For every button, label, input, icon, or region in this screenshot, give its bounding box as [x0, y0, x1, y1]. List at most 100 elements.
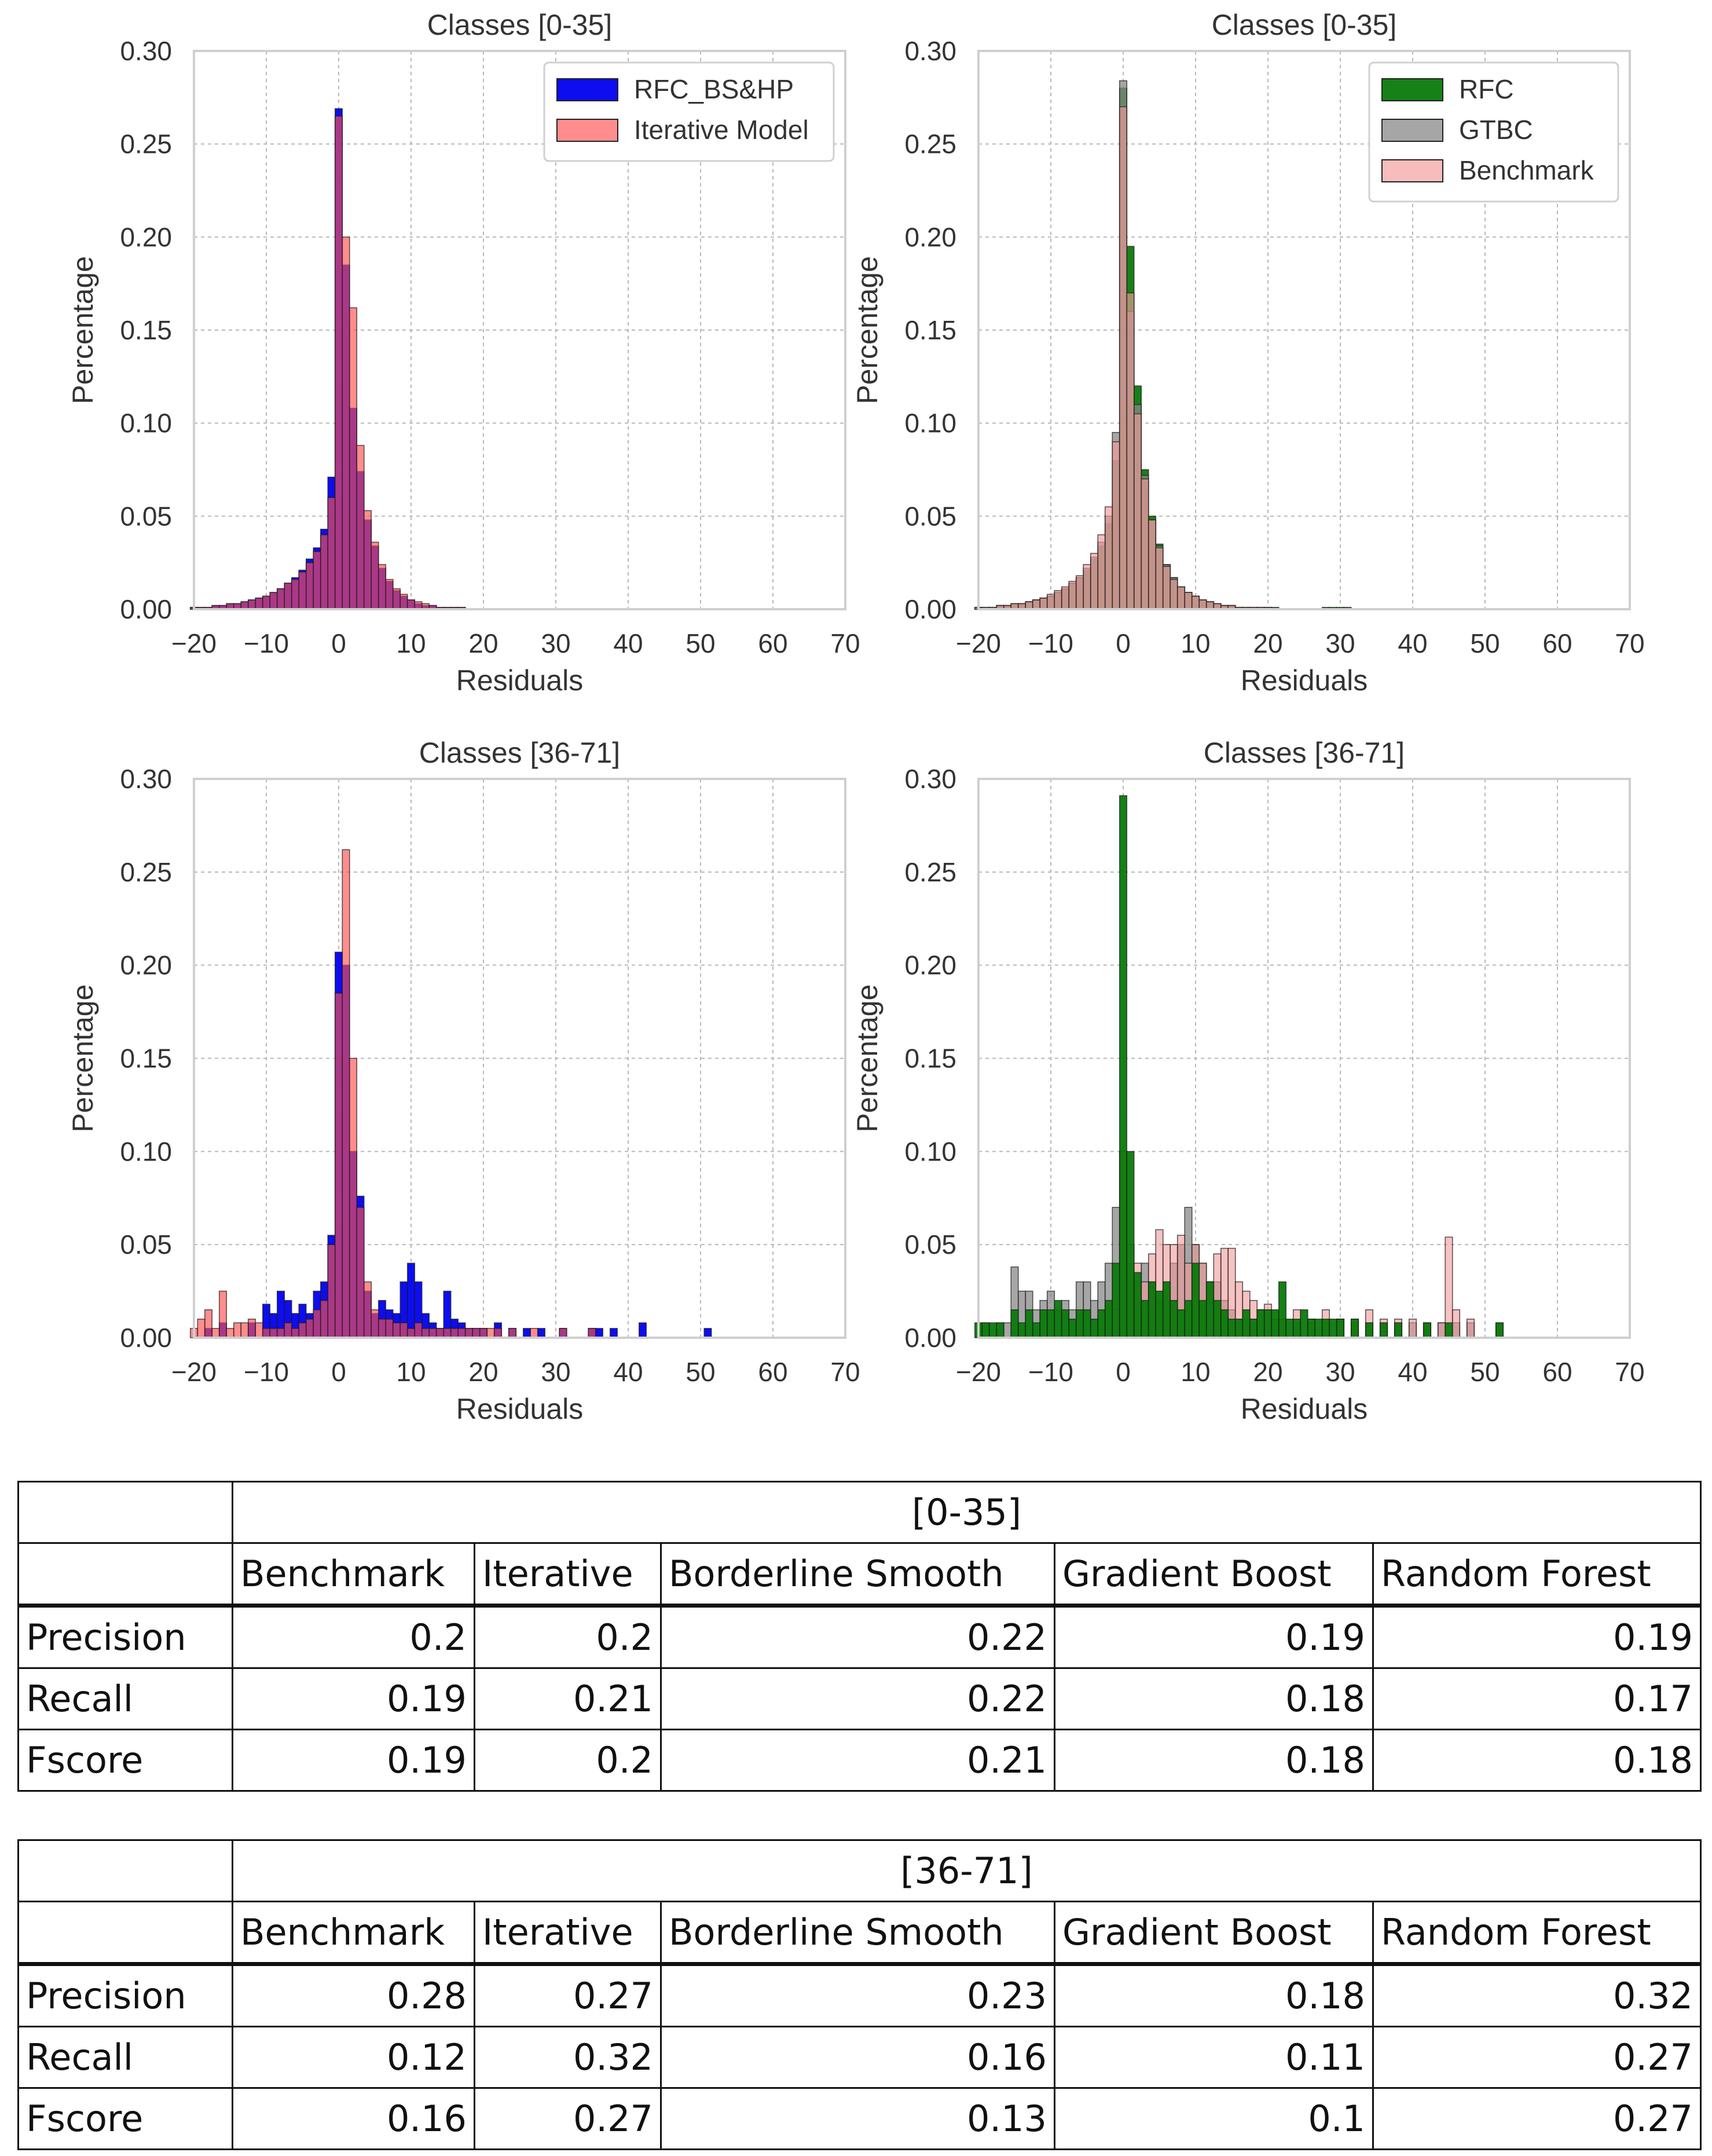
table-cell: 0.27	[1372, 2087, 1702, 2150]
x-tick-label: 50	[685, 628, 715, 658]
histogram-bar	[392, 1322, 401, 1338]
x-tick-label: 50	[1470, 628, 1500, 658]
y-tick-label: 0.15	[120, 1044, 172, 1074]
histogram-bar	[1025, 1309, 1033, 1338]
y-tick-label: 0.05	[904, 501, 956, 531]
histogram-bar	[392, 588, 401, 610]
legend-swatch	[1381, 78, 1443, 101]
x-tick-label: −20	[956, 628, 1001, 658]
legend-label: Iterative Model	[634, 115, 809, 145]
histogram-bar	[1097, 534, 1106, 610]
table-cell: 0.16	[660, 2026, 1055, 2089]
histogram-bar	[284, 1322, 292, 1338]
histogram-bar	[1205, 1281, 1215, 1338]
histogram-bar	[1198, 1300, 1207, 1338]
y-tick-label: 0.10	[904, 408, 956, 438]
histogram-bar	[255, 597, 263, 610]
x-tick-label: 60	[758, 628, 787, 658]
histogram-bar	[342, 849, 350, 1338]
table-corner	[17, 1901, 233, 1966]
histogram-bar	[1162, 566, 1171, 610]
histogram-bar	[1046, 594, 1055, 610]
histogram-bar	[1017, 1322, 1027, 1338]
table-cell: 0.11	[1054, 2026, 1374, 2089]
row-label: Recall	[17, 1667, 233, 1730]
histogram-bar	[472, 1328, 481, 1338]
histogram-bar	[1445, 1322, 1453, 1338]
column-header: Benchmark	[232, 1542, 475, 1608]
histogram-bar	[1437, 1322, 1446, 1338]
histogram-bar	[1068, 580, 1077, 610]
table-group-header: [0-35]	[232, 1481, 1702, 1544]
histogram-bar	[342, 236, 350, 610]
histogram-bar	[522, 1328, 531, 1338]
y-tick-label: 0.25	[904, 857, 956, 887]
table-row: Fscore 0.16 0.27 0.13 0.1 0.27	[17, 2087, 1702, 2150]
histogram-bar	[595, 1328, 604, 1338]
histogram-bar	[559, 1328, 567, 1338]
x-tick-label: 50	[1470, 1357, 1500, 1387]
x-tick-label: −20	[171, 1357, 217, 1387]
histogram-bar	[1271, 1309, 1280, 1338]
histogram-bar	[1170, 1300, 1178, 1338]
x-tick-label: 40	[1398, 1357, 1427, 1387]
table-cell: 0.22	[660, 1667, 1055, 1730]
table-cell: 0.2	[232, 1605, 475, 1669]
histogram-bar	[313, 1309, 321, 1338]
row-label: Fscore	[17, 2087, 233, 2150]
histogram-bar	[1242, 1309, 1251, 1338]
x-tick-label: 0	[1116, 628, 1131, 658]
column-header: Random Forest	[1372, 1901, 1702, 1966]
column-header: Gradient Boost	[1054, 1542, 1374, 1608]
histogram-bar	[537, 1328, 546, 1338]
x-tick-label: 70	[1615, 1357, 1644, 1387]
histogram-bar	[1126, 292, 1135, 610]
histogram-bar	[486, 1328, 495, 1338]
y-tick-label: 0.10	[120, 1136, 172, 1166]
histogram-bar	[247, 599, 256, 610]
table-group-header: [36-71]	[232, 1839, 1702, 1902]
legend-swatch	[1381, 159, 1443, 182]
x-tick-label: −20	[171, 628, 217, 658]
histogram-bar	[327, 497, 336, 610]
histogram-bar	[1285, 1319, 1294, 1338]
table-cell: 0.19	[1372, 1605, 1702, 1669]
x-axis-label: Residuals	[456, 664, 584, 697]
histogram-bar	[530, 1328, 538, 1338]
table-row: Precision 0.2 0.2 0.22 0.19 0.19	[17, 1605, 1702, 1669]
y-axis-label: Percentage	[851, 256, 884, 404]
histogram-bar	[377, 564, 387, 610]
table-row: Recall 0.12 0.32 0.16 0.11 0.27	[17, 2026, 1702, 2089]
y-tick-label: 0.10	[904, 1136, 956, 1166]
histogram-bar	[981, 1322, 990, 1338]
histogram-bar	[363, 510, 372, 610]
histogram-bar	[1083, 564, 1091, 610]
plot-frame	[977, 778, 1631, 1339]
table-cell: 0.21	[660, 1729, 1055, 1792]
histogram-bar	[320, 534, 329, 610]
histogram-bar	[320, 1300, 329, 1338]
x-tick-label: 30	[541, 628, 570, 658]
table-cell: 0.2	[474, 1729, 662, 1792]
histogram-bar	[1090, 552, 1099, 610]
table-cell: 0.22	[660, 1605, 1055, 1669]
histogram-bar	[276, 1328, 285, 1338]
table-cell: 0.19	[1054, 1605, 1374, 1669]
y-tick-label: 0.05	[120, 1229, 172, 1260]
y-tick-label: 0.20	[904, 222, 956, 252]
x-tick-label: 10	[1181, 628, 1210, 658]
x-tick-label: 40	[613, 1357, 643, 1387]
histogram-figure: −20 −10 0 10 20 30 40 50 60 70 0.00 0.05 0.10 0.15 0.2…	[67, 9, 1645, 1425]
histogram-bar	[1191, 1262, 1200, 1338]
histogram-bar	[1213, 1300, 1222, 1338]
table-cell: 0.27	[1372, 2026, 1702, 2089]
histogram-bar	[356, 445, 365, 610]
y-axis-label: Percentage	[67, 256, 99, 404]
y-axis-label: Percentage	[851, 984, 884, 1133]
legend-swatch	[556, 119, 618, 142]
y-tick-label: 0.30	[904, 36, 956, 66]
histogram-bar	[327, 1244, 336, 1338]
table-corner	[17, 1542, 233, 1608]
table-cell: 0.17	[1372, 1667, 1702, 1730]
histogram-bar	[1184, 1300, 1193, 1338]
